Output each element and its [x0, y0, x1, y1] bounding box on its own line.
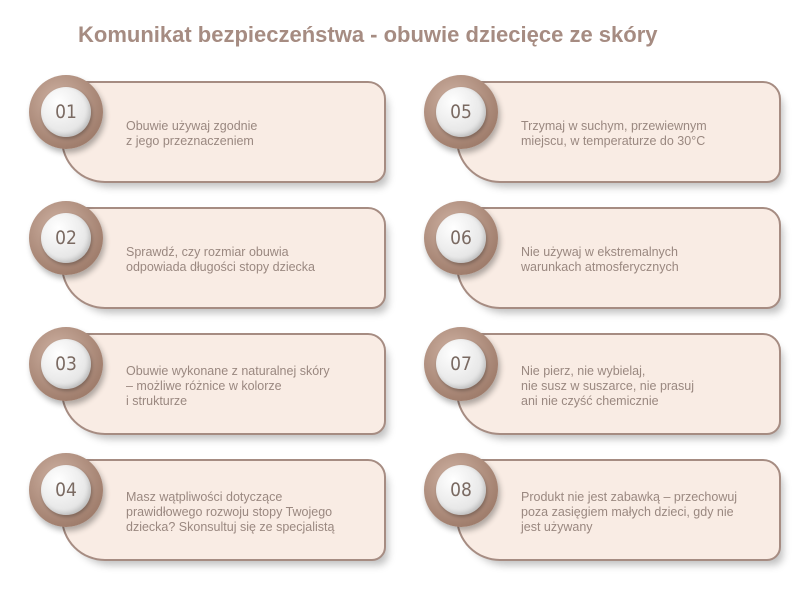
item-text: Obuwie używaj zgodnie z jego przeznaczen… — [126, 119, 258, 148]
safety-item-04: Masz wątpliwości dotyczące prawidłowego … — [29, 453, 389, 569]
number-badge: 06 — [424, 201, 498, 275]
item-number: 08 — [436, 465, 486, 515]
item-card: Masz wątpliwości dotyczące prawidłowego … — [61, 459, 386, 561]
item-text: Nie używaj w ekstremalnych warunkach atm… — [521, 245, 679, 274]
number-badge: 05 — [424, 75, 498, 149]
item-card: Obuwie używaj zgodnie z jego przeznaczen… — [61, 81, 386, 183]
number-badge: 07 — [424, 327, 498, 401]
number-badge: 04 — [29, 453, 103, 527]
item-number: 05 — [436, 87, 486, 137]
item-text: Trzymaj w suchym, przewiewnym miejscu, w… — [521, 119, 707, 148]
item-card: Trzymaj w suchym, przewiewnym miejscu, w… — [456, 81, 781, 183]
item-card: Obuwie wykonane z naturalnej skóry – moż… — [61, 333, 386, 435]
item-card: Sprawdź, czy rozmiar obuwia odpowiada dł… — [61, 207, 386, 309]
item-card: Nie pierz, nie wybielaj, nie susz w susz… — [456, 333, 781, 435]
safety-item-07: Nie pierz, nie wybielaj, nie susz w susz… — [424, 327, 784, 443]
item-text: Nie pierz, nie wybielaj, nie susz w susz… — [521, 363, 694, 408]
item-number: 06 — [436, 213, 486, 263]
item-number: 02 — [41, 213, 91, 263]
item-card: Produkt nie jest zabawką – przechowuj po… — [456, 459, 781, 561]
safety-item-03: Obuwie wykonane z naturalnej skóry – moż… — [29, 327, 389, 443]
item-number: 04 — [41, 465, 91, 515]
safety-item-01: Obuwie używaj zgodnie z jego przeznaczen… — [29, 75, 389, 191]
item-text: Produkt nie jest zabawką – przechowuj po… — [521, 489, 738, 534]
item-card: Nie używaj w ekstremalnych warunkach atm… — [456, 207, 781, 309]
page-title: Komunikat bezpieczeństwa - obuwie dzieci… — [78, 22, 658, 47]
item-number: 01 — [41, 87, 91, 137]
safety-item-05: Trzymaj w suchym, przewiewnym miejscu, w… — [424, 75, 784, 191]
number-badge: 08 — [424, 453, 498, 527]
item-number: 03 — [41, 339, 91, 389]
item-text: Masz wątpliwości dotyczące prawidłowego … — [126, 489, 335, 534]
number-badge: 01 — [29, 75, 103, 149]
safety-item-08: Produkt nie jest zabawką – przechowuj po… — [424, 453, 784, 569]
item-number: 07 — [436, 339, 486, 389]
number-badge: 03 — [29, 327, 103, 401]
safety-item-06: Nie używaj w ekstremalnych warunkach atm… — [424, 201, 784, 317]
item-text: Sprawdź, czy rozmiar obuwia odpowiada dł… — [126, 245, 316, 274]
safety-item-02: Sprawdź, czy rozmiar obuwia odpowiada dł… — [29, 201, 389, 317]
item-text: Obuwie wykonane z naturalnej skóry – moż… — [126, 363, 330, 408]
number-badge: 02 — [29, 201, 103, 275]
